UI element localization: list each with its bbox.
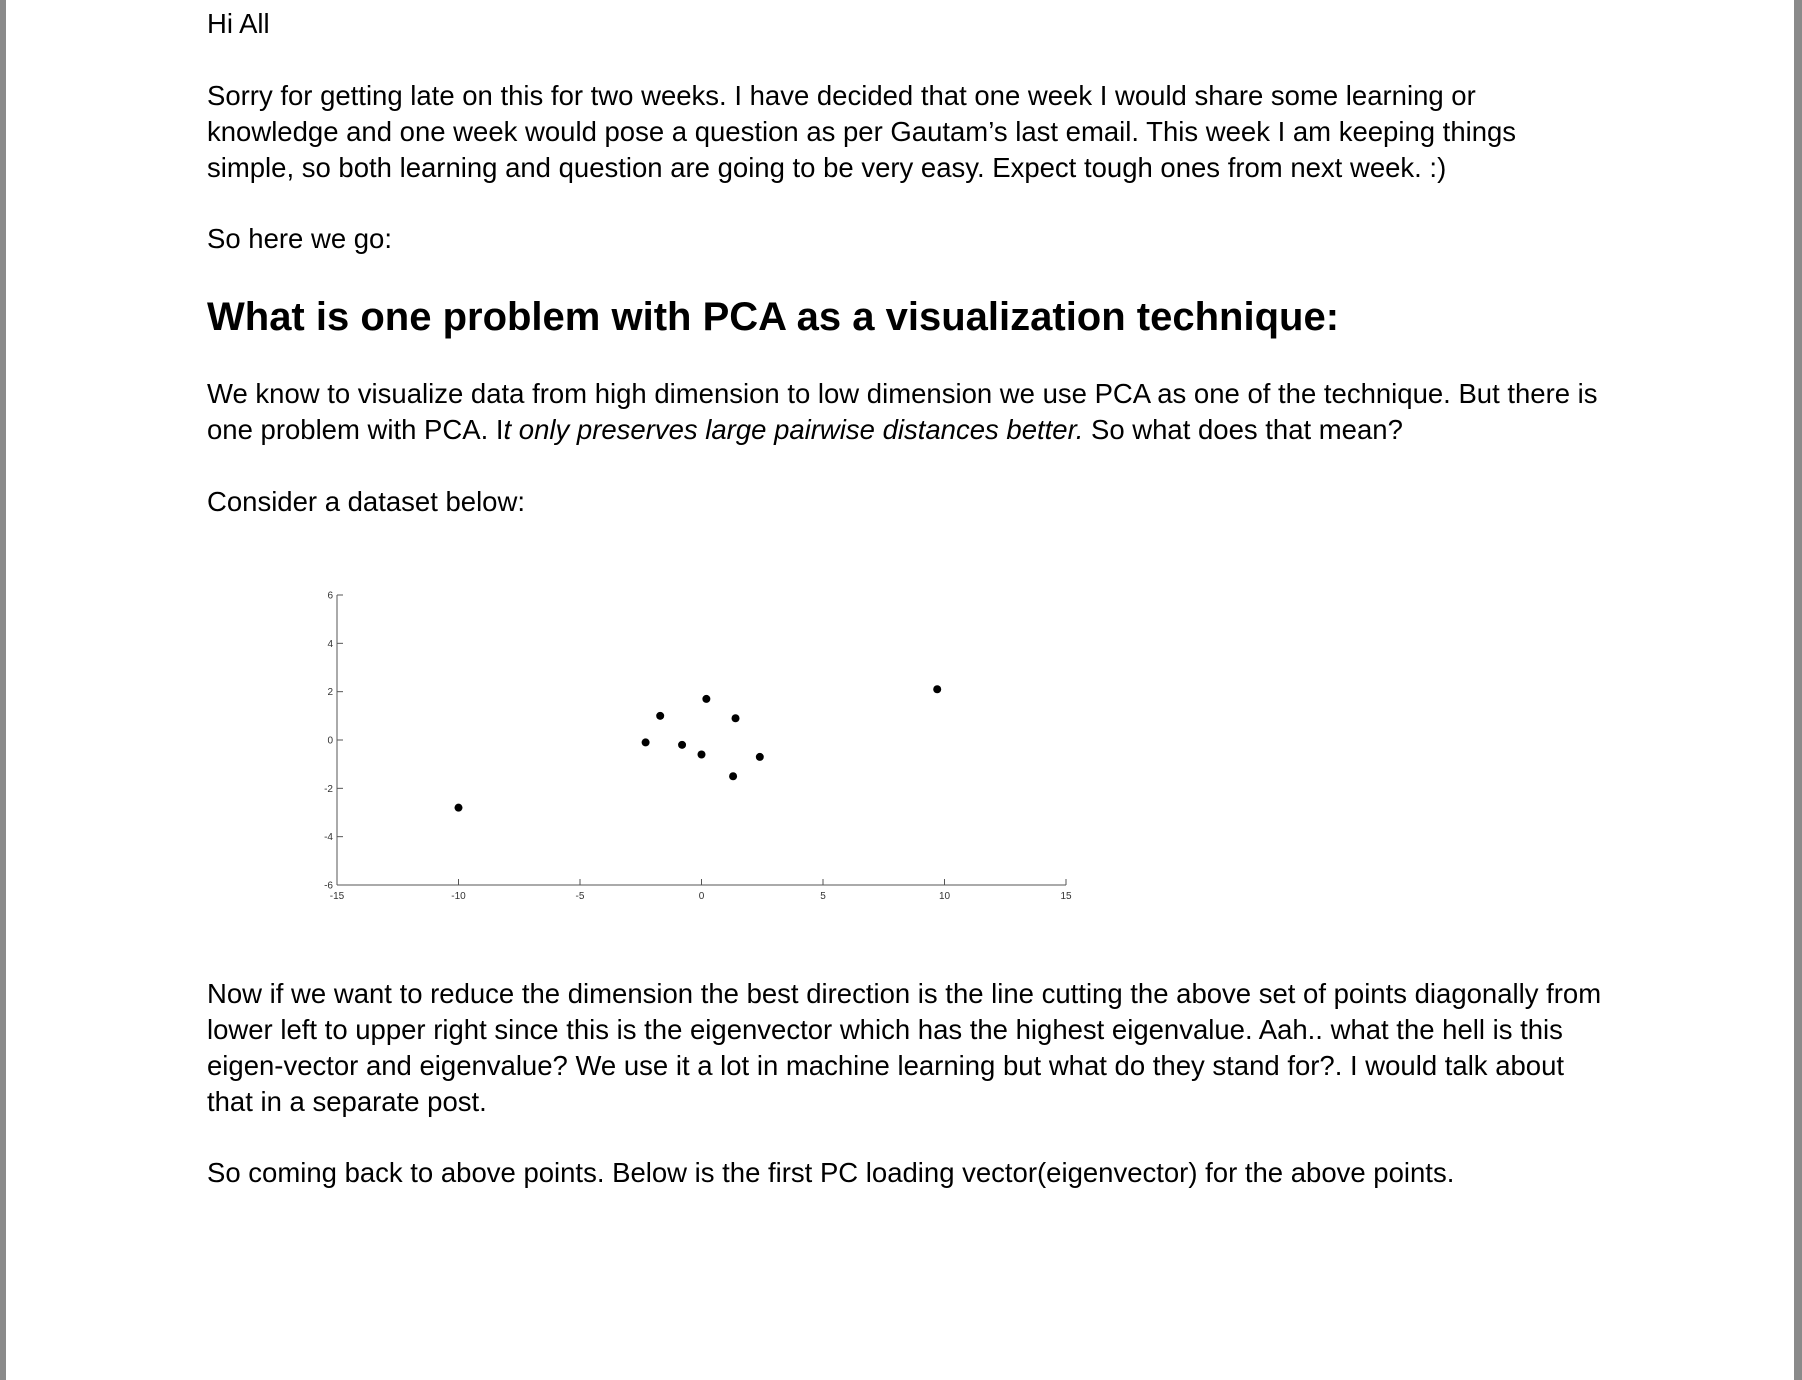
y-tick-label: -6 xyxy=(324,881,333,892)
x-tick-label: 0 xyxy=(699,891,705,902)
data-point xyxy=(641,738,650,747)
document-page[interactable]: Hi All Sorry for getting late on this fo… xyxy=(6,0,1794,1380)
section-heading: What is one problem with PCA as a visual… xyxy=(207,295,1340,339)
scatter-plot: -6 -4 -2 0 2 4 6 -15 -10 -5 0 5 10 15 xyxy=(324,591,1072,903)
data-point xyxy=(454,803,463,812)
data-point xyxy=(656,711,665,720)
x-tick-label: -10 xyxy=(451,891,466,902)
y-tick-label: 2 xyxy=(327,687,333,698)
y-tick-label: 6 xyxy=(327,591,333,602)
greeting-text: Hi All xyxy=(207,8,270,39)
data-point xyxy=(678,740,687,749)
data-point xyxy=(729,772,738,781)
viewer-right-edge xyxy=(1794,0,1802,1380)
x-tick-label: 5 xyxy=(820,891,826,902)
reduce-paragraph: Now if we want to reduce the dimension t… xyxy=(207,978,1602,1117)
pca-paragraph-tail: So what does that mean? xyxy=(1083,414,1403,445)
y-tick-label: -2 xyxy=(324,784,333,795)
data-point xyxy=(697,750,706,759)
data-point xyxy=(702,694,711,703)
intro-paragraph: Sorry for getting late on this for two w… xyxy=(207,80,1517,183)
y-tick-label: -4 xyxy=(324,832,333,843)
x-tick-label: 10 xyxy=(939,891,951,902)
y-tick-label: 4 xyxy=(327,639,333,650)
x-tick-label: 15 xyxy=(1060,891,1072,902)
data-point xyxy=(755,752,764,761)
consider-paragraph: Consider a dataset below: xyxy=(207,486,525,517)
data-point xyxy=(731,714,740,723)
x-tick-label: -5 xyxy=(576,891,585,902)
viewer-left-edge xyxy=(0,0,6,1380)
data-point xyxy=(933,685,942,694)
here-we-go-paragraph: So here we go: xyxy=(207,223,392,254)
y-tick-label: 0 xyxy=(327,736,333,747)
pca-paragraph-lead: We know to visualize data from high dime… xyxy=(207,378,1598,445)
pca-paragraph: We know to visualize data from high dime… xyxy=(207,376,1607,448)
pca-paragraph-emphasis: t only preserves large pairwise distance… xyxy=(503,414,1084,445)
x-tick-label: -15 xyxy=(330,891,345,902)
coming-back-paragraph: So coming back to above points. Below is… xyxy=(207,1157,1455,1188)
